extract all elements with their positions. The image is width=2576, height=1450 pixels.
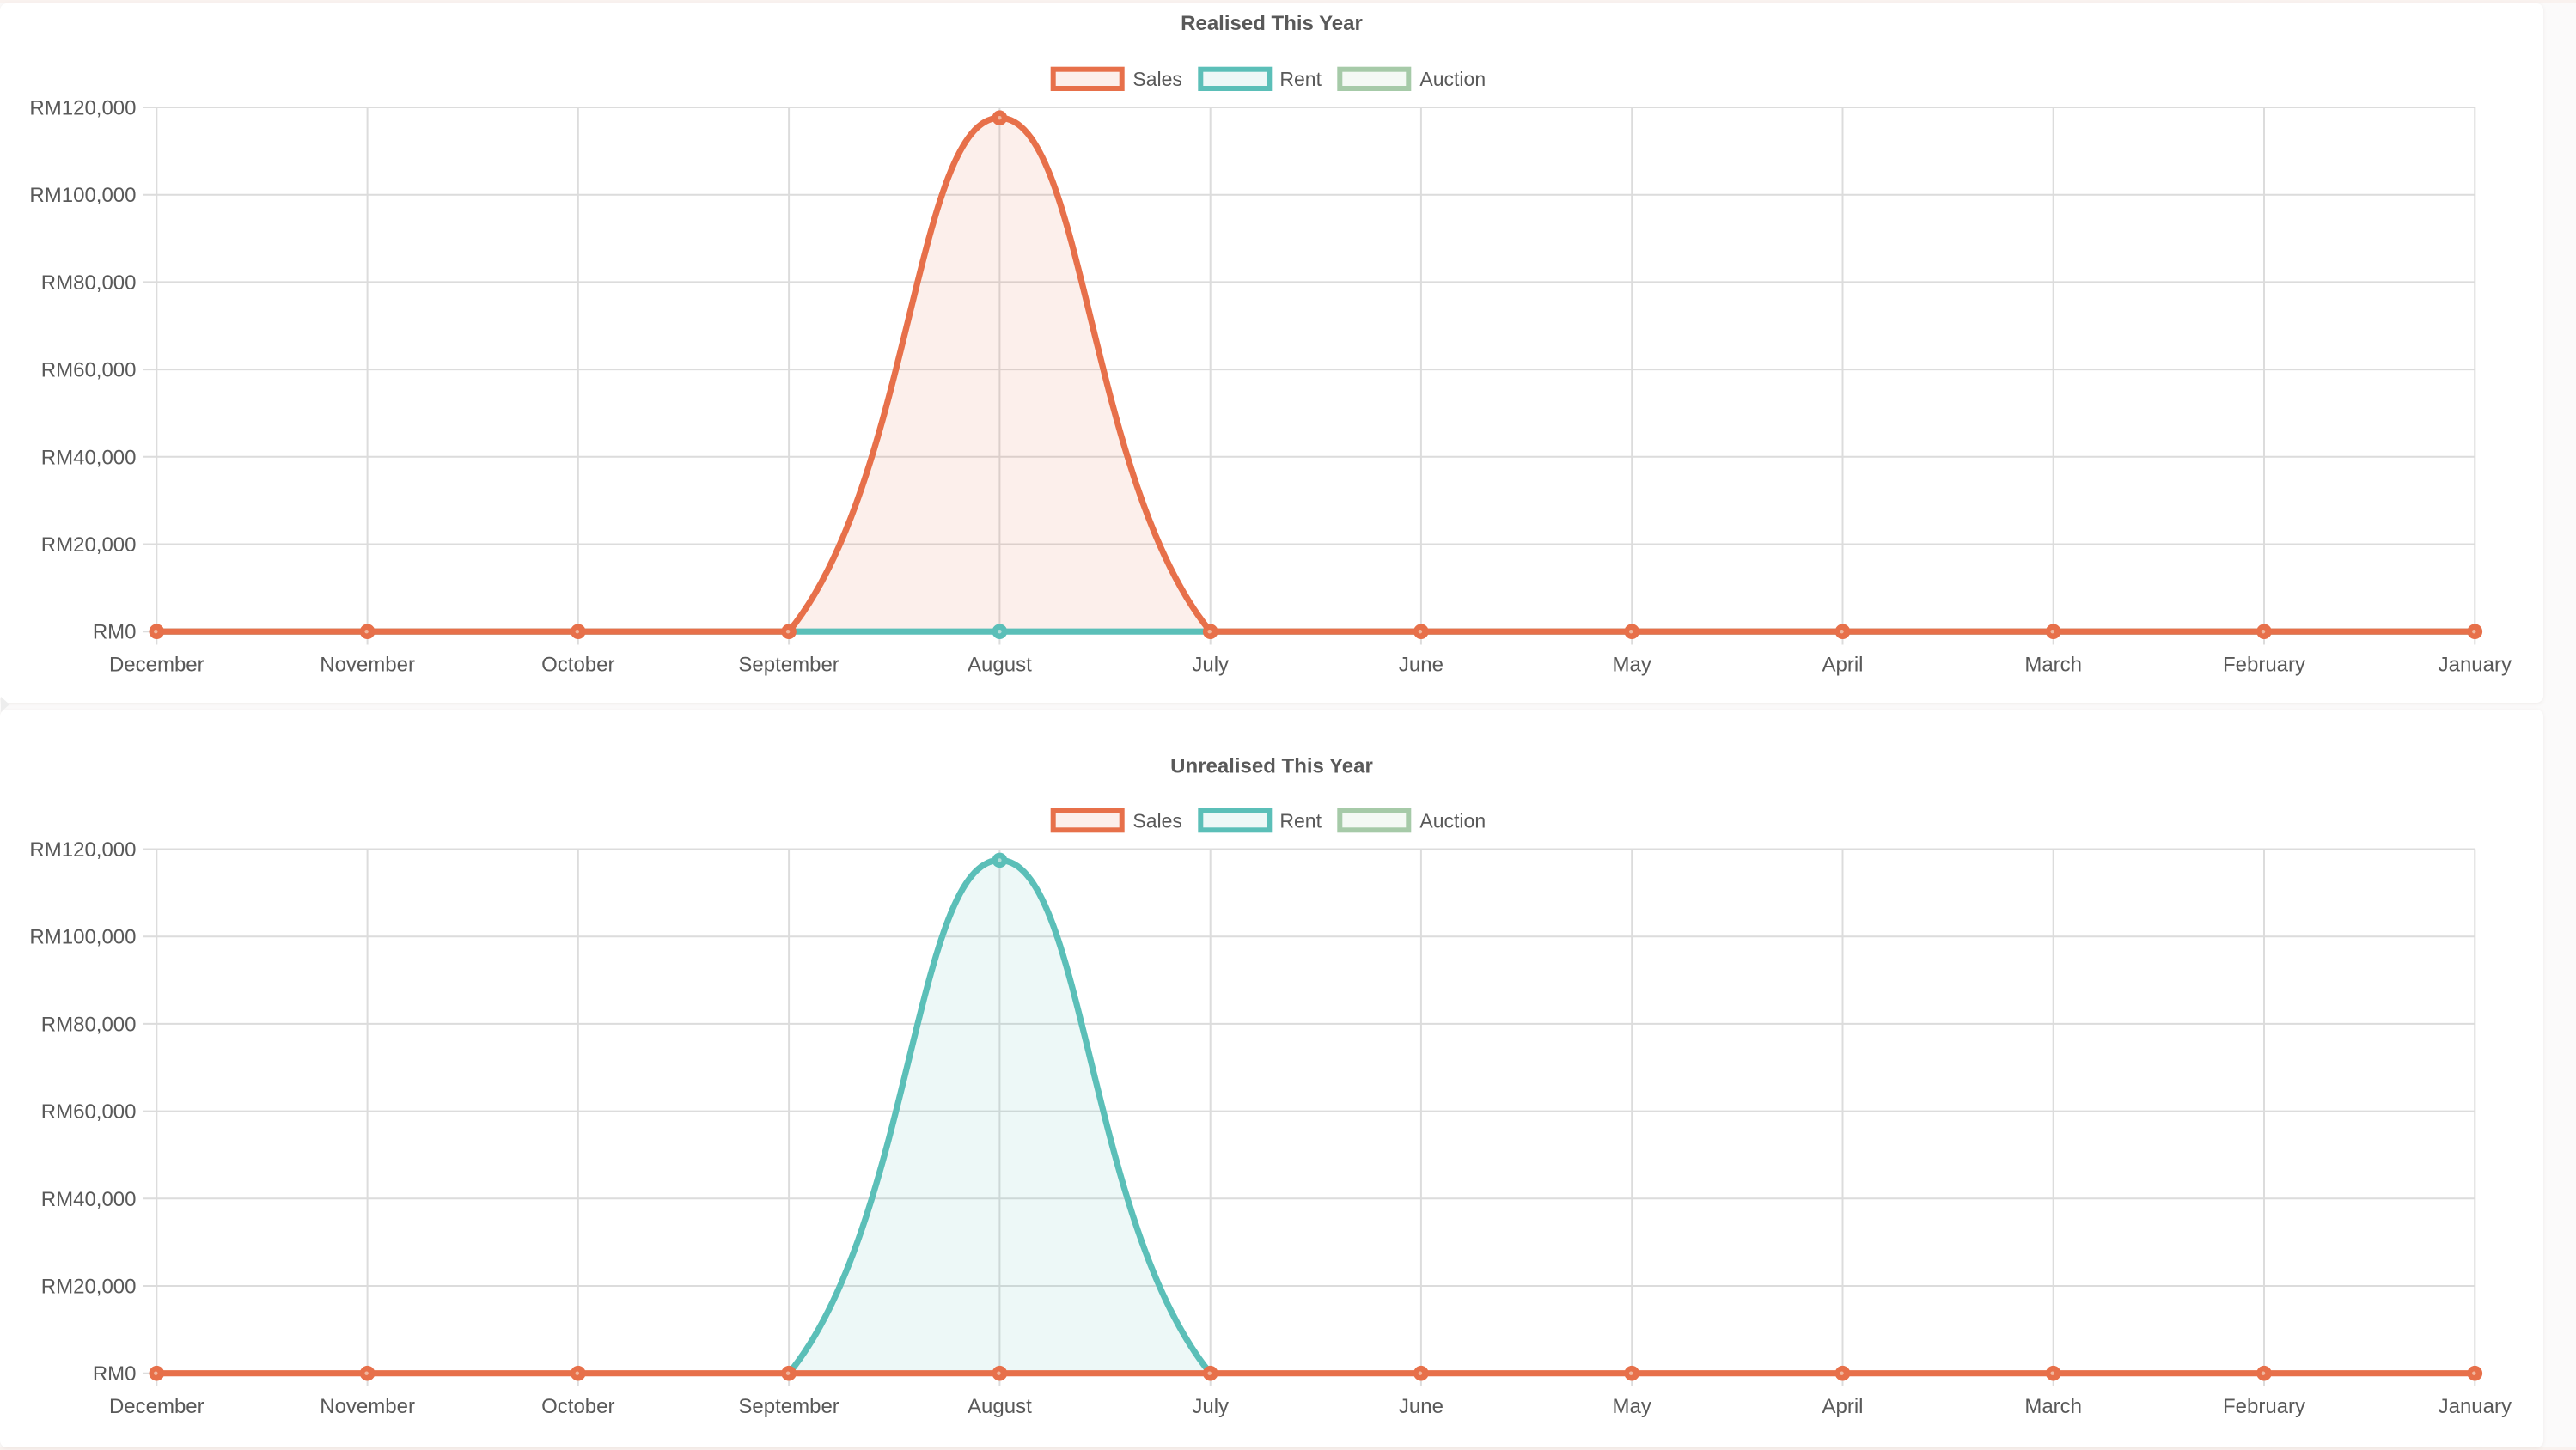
svg-text:March: March	[2024, 653, 2082, 676]
svg-text:RM120,000: RM120,000	[29, 97, 136, 120]
svg-text:November: November	[320, 653, 415, 676]
svg-text:RM40,000: RM40,000	[41, 1187, 137, 1210]
svg-text:April: April	[1822, 653, 1863, 676]
svg-text:RM80,000: RM80,000	[41, 271, 137, 295]
svg-text:August: August	[968, 1394, 1032, 1417]
svg-text:March: March	[2024, 1394, 2082, 1417]
svg-text:October: October	[541, 1394, 614, 1417]
svg-text:August: August	[968, 653, 1032, 676]
svg-text:February: February	[2223, 653, 2305, 676]
svg-text:September: September	[738, 1394, 839, 1417]
svg-text:RM40,000: RM40,000	[41, 446, 137, 469]
svg-text:RM0: RM0	[93, 1362, 137, 1386]
svg-text:June: June	[1399, 653, 1444, 676]
svg-text:Sales: Sales	[1132, 809, 1182, 832]
svg-text:RM60,000: RM60,000	[41, 359, 137, 382]
svg-text:RM120,000: RM120,000	[29, 838, 136, 862]
svg-text:RM20,000: RM20,000	[41, 1275, 137, 1298]
svg-text:January: January	[2439, 653, 2512, 676]
svg-text:October: October	[541, 653, 614, 676]
svg-text:May: May	[1613, 653, 1651, 676]
svg-text:July: July	[1192, 1394, 1229, 1417]
svg-text:September: September	[738, 653, 839, 676]
svg-text:Auction: Auction	[1419, 68, 1486, 90]
svg-text:February: February	[2223, 1394, 2305, 1417]
svg-text:RM0: RM0	[93, 621, 137, 644]
svg-text:RM20,000: RM20,000	[41, 533, 137, 557]
svg-text:December: December	[109, 653, 204, 676]
svg-text:November: November	[320, 1394, 415, 1417]
svg-text:January: January	[2439, 1394, 2512, 1417]
svg-text:April: April	[1822, 1394, 1863, 1417]
svg-text:Rent: Rent	[1279, 68, 1322, 90]
svg-text:RM100,000: RM100,000	[29, 184, 136, 207]
svg-text:Unrealised This Year: Unrealised This Year	[1170, 754, 1373, 777]
svg-text:June: June	[1399, 1394, 1444, 1417]
svg-text:RM80,000: RM80,000	[41, 1013, 137, 1036]
svg-text:Auction: Auction	[1419, 809, 1486, 832]
svg-text:May: May	[1613, 1394, 1651, 1417]
svg-text:Rent: Rent	[1279, 809, 1322, 832]
svg-text:RM60,000: RM60,000	[41, 1100, 137, 1124]
svg-text:Realised This Year: Realised This Year	[1181, 12, 1363, 35]
svg-text:Sales: Sales	[1132, 68, 1182, 90]
svg-text:RM100,000: RM100,000	[29, 925, 136, 948]
svg-text:July: July	[1192, 653, 1229, 676]
svg-text:December: December	[109, 1394, 204, 1417]
